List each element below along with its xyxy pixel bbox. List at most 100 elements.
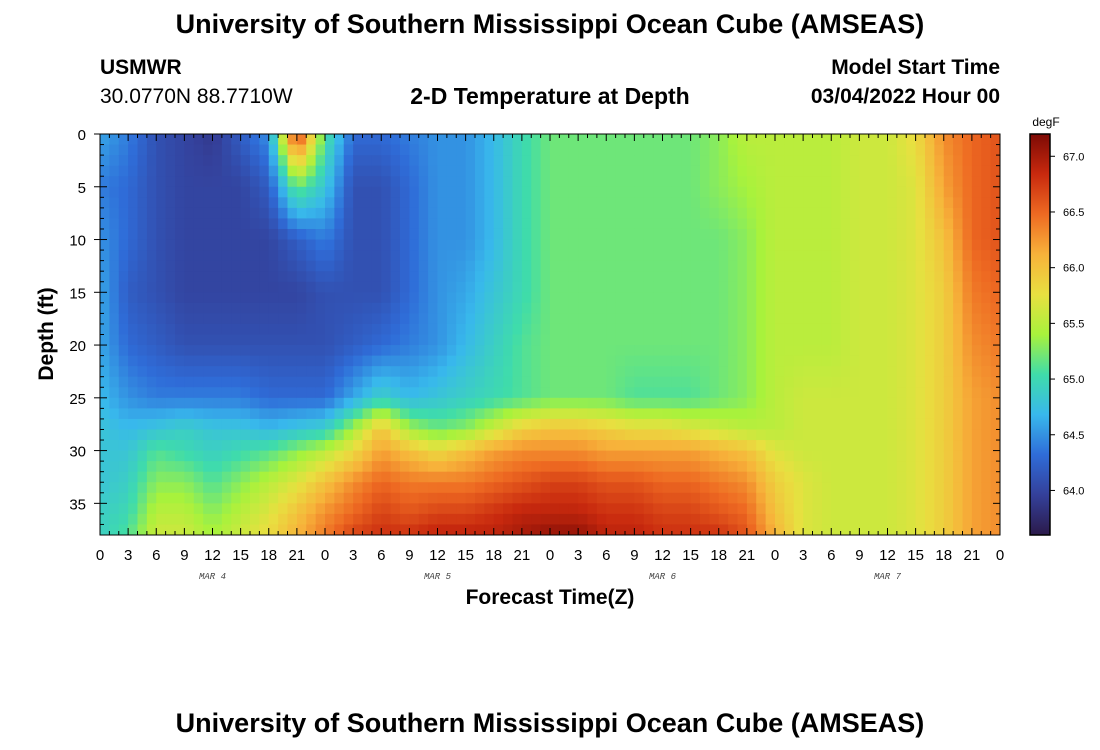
heatmap-cell: [878, 313, 889, 325]
heatmap-cell: [784, 366, 795, 378]
heatmap-cell: [296, 144, 307, 156]
heatmap-cell: [775, 239, 785, 251]
heatmap-cell: [634, 524, 645, 535]
heatmap-cell: [653, 281, 664, 293]
heatmap-cell: [925, 292, 935, 304]
heatmap-cell: [428, 503, 439, 515]
heatmap-cell: [381, 387, 392, 399]
heatmap-cell: [756, 155, 767, 167]
heatmap-cell: [353, 250, 364, 262]
heatmap-cell: [268, 186, 279, 198]
heatmap-cell: [390, 250, 401, 262]
heatmap-cell: [287, 503, 298, 515]
heatmap-cell: [737, 418, 748, 431]
heatmap-cell: [221, 186, 232, 198]
heatmap-cell: [559, 345, 570, 357]
heatmap-cell: [137, 228, 148, 241]
heatmap-cell: [400, 376, 410, 388]
heatmap-cell: [840, 376, 851, 388]
heatmap-cell: [550, 450, 560, 462]
heatmap-cell: [128, 492, 139, 504]
heatmap-cell: [868, 450, 879, 462]
heatmap-cell: [550, 165, 560, 177]
heatmap-cell: [287, 134, 298, 146]
heatmap-cell: [887, 228, 898, 241]
heatmap-cell: [868, 313, 879, 325]
heatmap-cell: [231, 218, 242, 230]
heatmap-cell: [287, 292, 298, 304]
heatmap-cell: [643, 461, 654, 473]
heatmap-cell: [371, 155, 382, 167]
heatmap-cell: [784, 440, 795, 452]
heatmap-cell: [906, 239, 917, 251]
heatmap-cell: [221, 281, 232, 293]
heatmap-cell: [175, 260, 185, 272]
x-tick-label: 3: [349, 547, 357, 564]
heatmap-cell: [981, 176, 992, 188]
heatmap-cell: [503, 482, 514, 494]
heatmap-cell: [146, 292, 157, 304]
heatmap-cell: [137, 482, 148, 494]
heatmap-cell: [175, 197, 185, 209]
heatmap-cell: [137, 345, 148, 357]
heatmap-cell: [250, 397, 260, 409]
heatmap-cell: [521, 323, 532, 336]
heatmap-cell: [596, 397, 607, 409]
heatmap-cell: [128, 186, 139, 198]
heatmap-cell: [456, 334, 467, 346]
heatmap-cell: [381, 165, 392, 177]
heatmap-cell: [128, 302, 139, 314]
heatmap-cell: [700, 492, 710, 504]
heatmap-cell: [193, 450, 204, 462]
heatmap-cell: [503, 450, 514, 462]
heatmap-cell: [540, 366, 551, 378]
heatmap-cell: [690, 387, 701, 399]
heatmap-cell: [671, 387, 682, 399]
heatmap-cell: [128, 323, 139, 336]
heatmap-cell: [821, 334, 832, 346]
heatmap-cell: [634, 492, 645, 504]
heatmap-cell: [709, 197, 720, 209]
heatmap-cell: [362, 376, 373, 388]
heatmap-cell: [671, 471, 682, 483]
heatmap-cell: [775, 250, 785, 262]
heatmap-cell: [409, 450, 420, 462]
heatmap-cell: [409, 218, 420, 230]
heatmap-cell: [634, 228, 645, 241]
heatmap-cell: [962, 144, 973, 156]
heatmap-cell: [831, 429, 842, 441]
heatmap-cell: [625, 387, 635, 399]
heatmap-cell: [540, 524, 551, 535]
heatmap-cell: [981, 429, 992, 441]
heatmap-cell: [503, 218, 514, 230]
heatmap-cell: [156, 250, 167, 262]
heatmap-cell: [475, 492, 485, 504]
heatmap-cell: [962, 355, 973, 367]
heatmap-cell: [925, 387, 935, 399]
heatmap-cell: [765, 144, 776, 156]
heatmap-cell: [784, 418, 795, 431]
heatmap-cell: [803, 440, 814, 452]
heatmap-cell: [728, 471, 739, 483]
colorbar-tick-label: 66.0: [1063, 263, 1084, 275]
heatmap-cell: [315, 207, 326, 220]
heatmap-cell: [446, 513, 457, 526]
heatmap-cell: [240, 144, 251, 156]
heatmap-cell: [231, 450, 242, 462]
heatmap-cell: [165, 250, 176, 262]
heatmap-cell: [278, 503, 289, 515]
heatmap-cell: [831, 503, 842, 515]
heatmap-cell: [128, 524, 139, 535]
heatmap-cell: [559, 134, 570, 146]
heatmap-cell: [362, 429, 373, 441]
heatmap-cell: [362, 450, 373, 462]
heatmap-cell: [887, 387, 898, 399]
heatmap-cell: [100, 197, 110, 209]
heatmap-cell: [868, 503, 879, 515]
heatmap-cell: [175, 397, 185, 409]
heatmap-cell: [915, 366, 926, 378]
heatmap-cell: [212, 366, 223, 378]
heatmap-cell: [503, 429, 514, 441]
heatmap-cell: [353, 323, 364, 336]
colorbar-tick-label: 66.5: [1063, 207, 1084, 219]
